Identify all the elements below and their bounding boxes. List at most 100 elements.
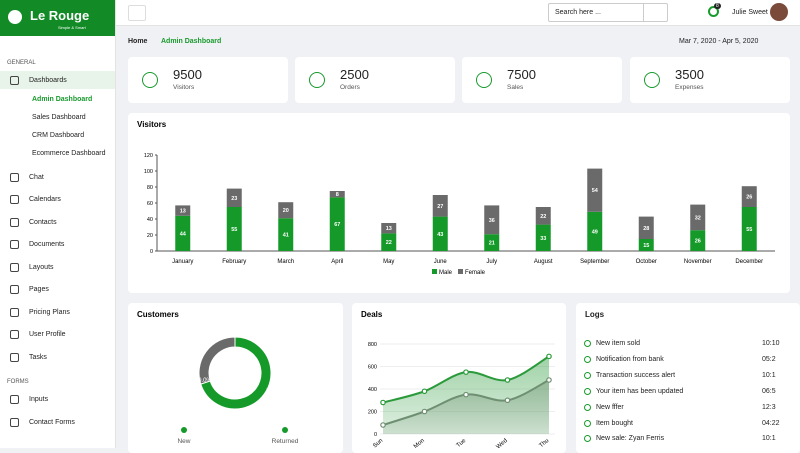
data-label: 55	[231, 227, 237, 233]
log-text: Your item has been updated	[596, 387, 684, 395]
y-tick-label: 120	[144, 153, 153, 159]
submenu-label[interactable]: Ecommerce Dashboard	[32, 149, 106, 157]
menu-label[interactable]: Layouts	[29, 263, 54, 271]
search-box[interactable]: Search here ...	[548, 3, 668, 22]
log-time: 10:1	[762, 435, 776, 443]
data-label: 33	[540, 236, 546, 242]
data-label: 41	[283, 233, 289, 239]
stat-icon	[644, 72, 660, 88]
bar	[381, 233, 397, 251]
log-text: New fffer	[596, 403, 624, 411]
breadcrumb-current: Admin Dashboard	[161, 38, 222, 45]
x-tick-label: Sun	[372, 438, 384, 448]
data-label: 28	[643, 226, 649, 232]
menu-icon	[10, 352, 19, 362]
menu-label[interactable]: User Profile	[29, 331, 66, 338]
menu-label[interactable]: Inputs	[29, 396, 49, 403]
x-tick-label: February	[222, 259, 246, 265]
menu-icon	[10, 395, 19, 404]
notification-icon[interactable]	[708, 6, 719, 17]
stat-icon	[309, 72, 325, 88]
y-tick-label: 40	[147, 217, 153, 223]
x-tick-label: April	[331, 259, 343, 265]
submenu-label[interactable]: Sales Dashboard	[32, 113, 86, 121]
log-dot	[584, 403, 591, 411]
point	[504, 377, 511, 383]
bar	[638, 239, 654, 251]
menu-icon	[10, 307, 19, 317]
submenu-label[interactable]: Admin Dashboard	[32, 95, 93, 103]
menu-label[interactable]: Pricing Plans	[29, 308, 70, 316]
log-time: 05:2	[762, 355, 776, 363]
bar	[432, 216, 448, 251]
search-input[interactable]: Search here ...	[555, 9, 601, 16]
menu-icon	[10, 330, 19, 339]
data-label: 23	[231, 196, 237, 202]
menu-label[interactable]: Documents	[29, 241, 65, 248]
legend-swatch	[458, 269, 463, 274]
menu-label[interactable]: Contact Forms	[29, 418, 75, 426]
log-time: 12:3	[762, 403, 776, 411]
data-label: 54	[592, 188, 599, 194]
chart-title: Customers	[137, 310, 179, 319]
data-label: 30.0%	[195, 378, 213, 384]
submenu-label[interactable]: CRM Dashboard	[32, 131, 85, 139]
stat-icon	[476, 72, 492, 88]
avatar[interactable]	[770, 3, 788, 21]
legend-label: Female	[465, 270, 486, 276]
top-bar: Search here ... 8 Julie Sweet	[116, 0, 800, 26]
bar	[741, 186, 757, 207]
x-tick-label: November	[684, 259, 712, 265]
bar	[432, 195, 448, 217]
stat-label: Orders	[340, 84, 360, 91]
stat-value: 2500	[340, 67, 369, 82]
menu-label[interactable]: Dashboards	[29, 77, 67, 84]
menu-icon	[10, 240, 19, 249]
log-dot	[584, 355, 591, 363]
menu-icon	[10, 262, 19, 272]
section-title: FORMS	[7, 379, 29, 385]
menu-toggle[interactable]	[128, 5, 146, 21]
x-tick-label: May	[383, 259, 394, 265]
bar	[329, 191, 345, 198]
breadcrumb-home[interactable]: Home	[128, 38, 148, 45]
y-tick-label: 80	[147, 185, 153, 191]
menu-label[interactable]: Calendars	[29, 196, 61, 203]
menu-item[interactable]	[0, 71, 115, 89]
menu-label[interactable]: Contacts	[29, 218, 57, 226]
brand-name: Le Rouge	[30, 8, 90, 23]
menu-label[interactable]: Tasks	[29, 353, 47, 361]
log-dot	[584, 340, 591, 347]
x-tick-label: June	[434, 259, 448, 265]
data-label: 15	[643, 243, 649, 249]
logo	[8, 10, 22, 24]
point	[546, 353, 552, 360]
log-dot	[584, 419, 591, 427]
bar	[278, 218, 294, 251]
date-range[interactable]: Mar 7, 2020 - Apr 5, 2020	[679, 38, 759, 45]
bar	[587, 211, 603, 251]
stat-label: Visitors	[173, 84, 195, 91]
log-text: Notification from bank	[596, 355, 664, 363]
bar	[535, 207, 551, 225]
bar	[175, 205, 191, 216]
data-label: 13	[386, 226, 392, 232]
bar	[226, 188, 242, 207]
data-label: 70.0%	[266, 389, 284, 395]
menu-icon	[10, 172, 19, 182]
x-tick-label: Thu	[539, 438, 551, 448]
data-label: 21	[489, 241, 495, 247]
menu-label[interactable]: Chat	[29, 173, 44, 181]
menu-label[interactable]: Pages	[29, 286, 49, 293]
stat-value: 7500	[507, 67, 536, 82]
y-tick-label: 600	[368, 365, 377, 371]
point	[380, 422, 386, 428]
log-dot	[584, 387, 591, 395]
bar	[381, 223, 397, 234]
y-tick-label: 400	[368, 387, 377, 393]
section-title: GENERAL	[7, 60, 36, 66]
bar	[484, 205, 500, 235]
bar	[741, 207, 757, 251]
logs-title: Logs	[585, 310, 605, 319]
